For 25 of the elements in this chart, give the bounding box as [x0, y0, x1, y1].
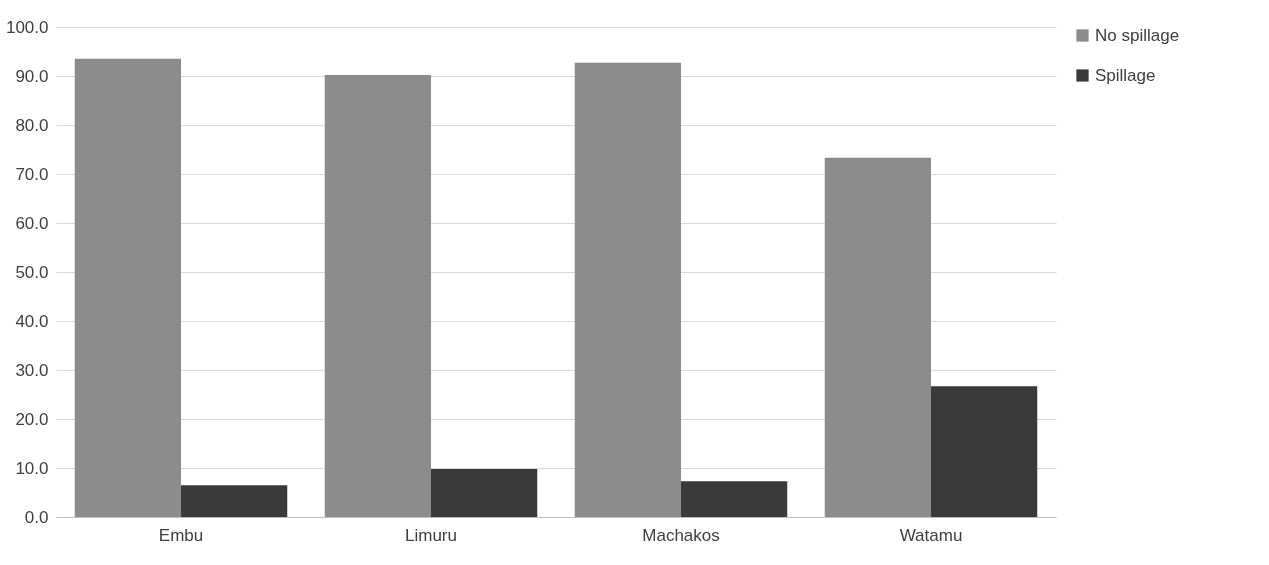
y-tick-label: 60.0 [15, 213, 49, 233]
y-tick-label: 100.0 [5, 17, 49, 37]
bar [74, 58, 181, 517]
y-tick-label: 0.0 [24, 507, 49, 527]
y-tick-label: 40.0 [15, 311, 49, 331]
x-tick-label: Embu [158, 525, 204, 545]
y-tick-label: 20.0 [15, 409, 49, 429]
bar [324, 75, 431, 517]
y-tick-label: 10.0 [15, 458, 49, 478]
y-tick-label: 90.0 [15, 66, 49, 86]
x-tick-label: Limuru [405, 525, 457, 545]
bar [824, 157, 931, 517]
bar [931, 386, 1038, 517]
bar [681, 481, 788, 517]
bar [181, 485, 288, 517]
y-tick-label: 50.0 [15, 262, 49, 282]
legend-label: No spillage [1095, 25, 1180, 45]
y-tick-label: 30.0 [15, 360, 49, 380]
x-tick-label: Machakos [642, 525, 720, 545]
bar [574, 62, 681, 517]
y-tick-label: 80.0 [15, 115, 49, 135]
y-tick-label: 70.0 [15, 164, 49, 184]
bar [431, 468, 538, 517]
x-tick-label: Watamu [899, 525, 963, 545]
legend-label: Spillage [1095, 65, 1156, 85]
